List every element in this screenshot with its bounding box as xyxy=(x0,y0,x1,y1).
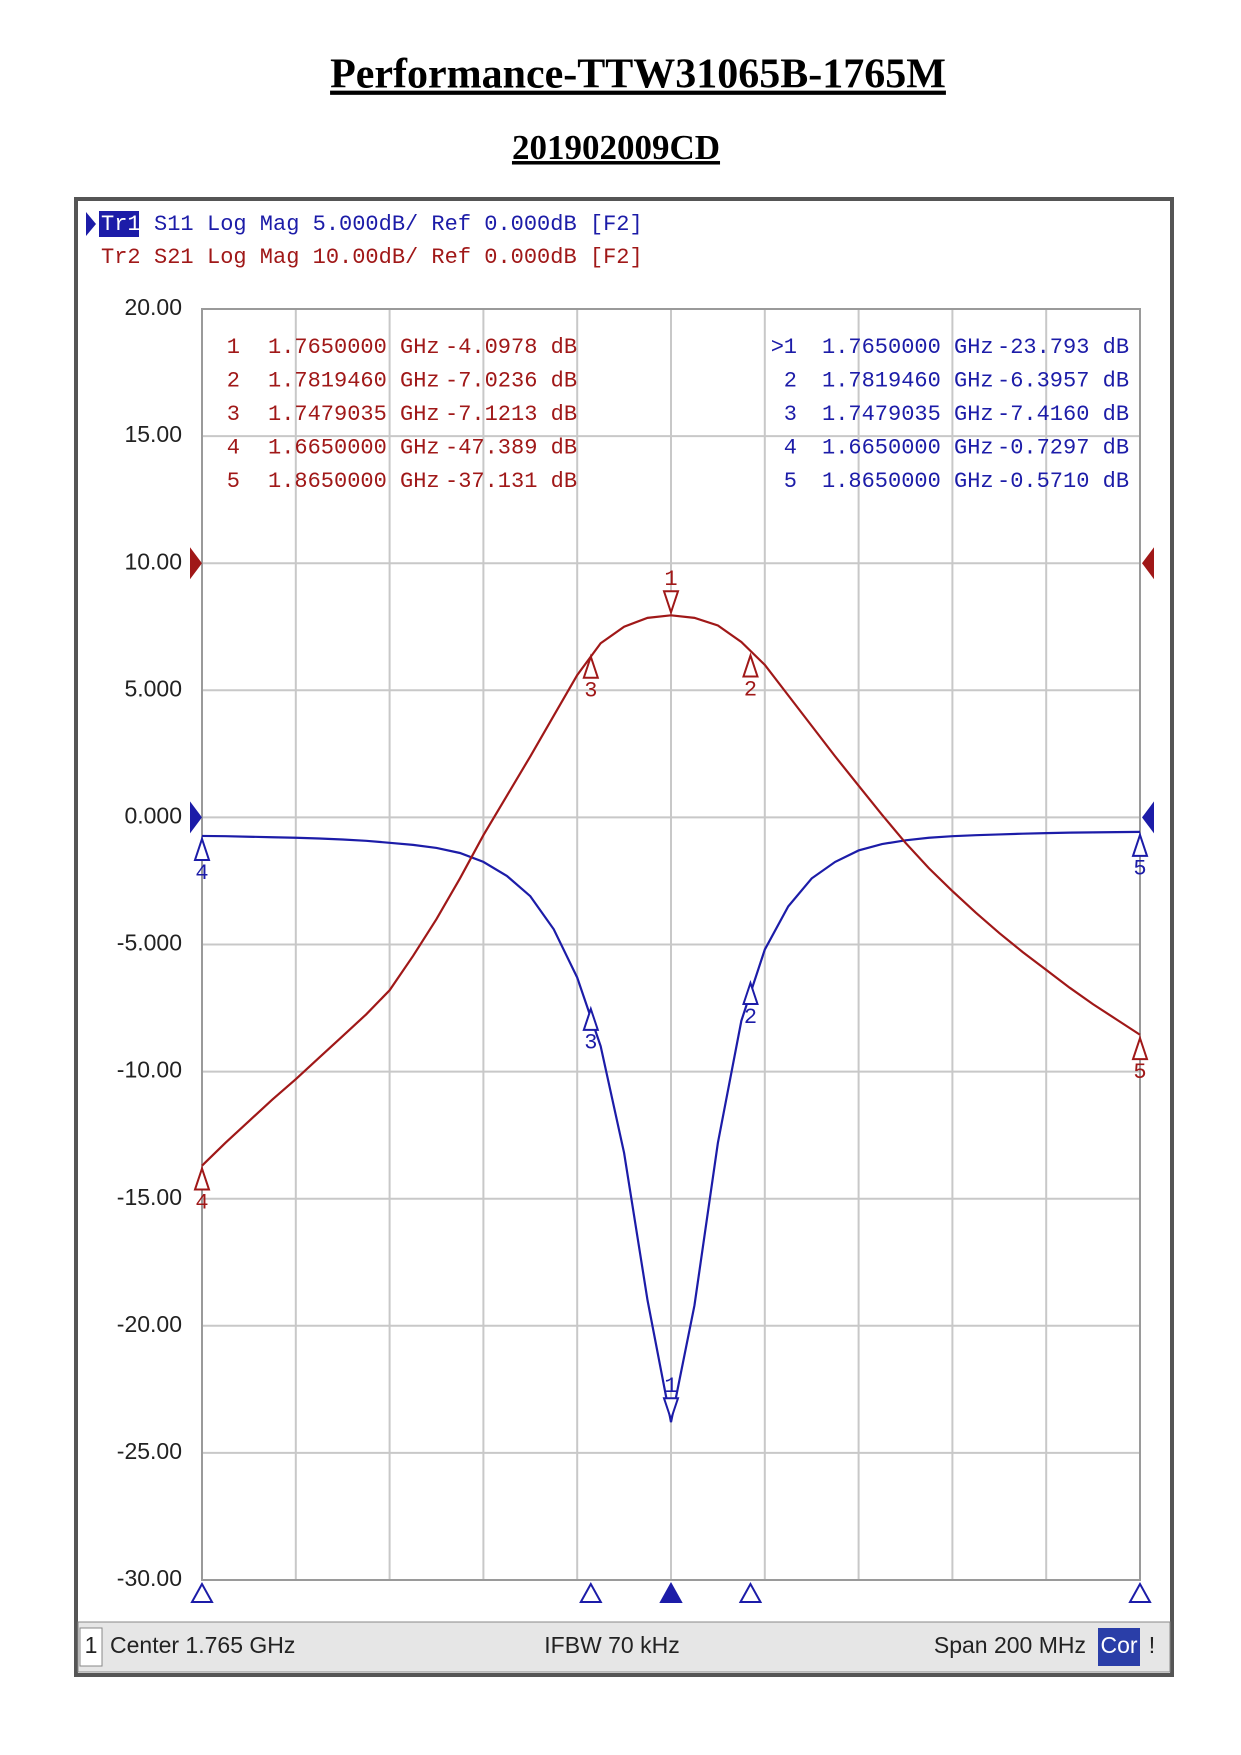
stimulus-marker xyxy=(579,1581,603,1603)
channel-box xyxy=(79,1627,103,1667)
marker-label: 1 xyxy=(664,567,677,592)
center-frequency: Center 1.765 GHz xyxy=(110,1632,295,1658)
analyzer-frame xyxy=(74,197,1174,1677)
marker-label: 5 xyxy=(1133,1060,1146,1085)
marker-table-id: 4 xyxy=(227,435,240,460)
marker-table-frequency: 1.6650000 GHz xyxy=(822,435,994,460)
marker-triangle xyxy=(193,1165,211,1191)
marker-table-value: -6.3957 dB xyxy=(997,368,1129,393)
marker-triangle xyxy=(582,653,600,679)
marker-table-frequency: 1.7479035 GHz xyxy=(268,402,440,427)
marker-triangle xyxy=(1131,831,1149,857)
active-trace-arrow xyxy=(86,212,96,236)
correction-box xyxy=(1098,1628,1140,1666)
channel-number: 1 xyxy=(85,1632,98,1658)
y-tick-label: 0.000 xyxy=(124,802,182,828)
marker-label: 3 xyxy=(584,679,597,704)
marker-triangle xyxy=(1131,1034,1149,1061)
y-tick-label: 15.00 xyxy=(124,421,182,447)
marker-triangle xyxy=(193,835,211,861)
page-title: Performance-TTW31065B-1765M xyxy=(330,52,946,98)
ref-arrow-right xyxy=(1142,801,1154,834)
marker-label: 3 xyxy=(584,1031,597,1056)
marker-label: 4 xyxy=(195,1190,208,1215)
marker-table-id: 3 xyxy=(227,402,240,427)
page-subtitle: 201902009CD xyxy=(512,128,720,167)
ref-arrow-left xyxy=(190,547,202,580)
stimulus-marker xyxy=(738,1581,763,1603)
correction-label: Cor xyxy=(1100,1632,1137,1658)
marker-table-frequency: 1.8650000 GHz xyxy=(268,469,440,494)
y-tick-label: 10.00 xyxy=(124,548,182,574)
marker-table-value: -23.793 dB xyxy=(997,335,1129,360)
y-tick-label: -25.00 xyxy=(117,1438,182,1464)
active-trace-box xyxy=(99,211,139,237)
marker-table-frequency: 1.7479035 GHz xyxy=(822,402,994,427)
trace-parameter: S11 xyxy=(154,212,194,237)
marker-table-value: -7.4160 dB xyxy=(997,402,1129,427)
y-tick-label: -10.00 xyxy=(117,1057,182,1083)
marker-table-frequency: 1.7819460 GHz xyxy=(268,368,440,393)
marker-table-frequency: 1.7650000 GHz xyxy=(822,335,994,360)
marker-label: 5 xyxy=(1133,857,1146,882)
marker-table-frequency: 1.6650000 GHz xyxy=(268,435,440,460)
marker-triangle xyxy=(582,1005,600,1031)
marker-table-value: -4.0978 dB xyxy=(445,335,577,360)
marker-table-frequency: 1.8650000 GHz xyxy=(822,469,994,494)
marker-table-id: 1 xyxy=(227,335,240,360)
ref-arrow-left xyxy=(190,801,202,834)
stimulus-marker xyxy=(1128,1581,1152,1603)
marker-table-id: 3 xyxy=(784,402,797,427)
marker-table-frequency: 1.7650000 GHz xyxy=(268,335,440,360)
status-flag: ! xyxy=(1149,1632,1155,1658)
y-tick-label: -20.00 xyxy=(117,1311,182,1337)
marker-table-value: -7.0236 dB xyxy=(445,368,577,393)
marker-triangle xyxy=(662,590,680,616)
marker-table-id: 2 xyxy=(784,368,797,393)
y-tick-label: -30.00 xyxy=(117,1565,182,1591)
trace-format: Log Mag 10.00dB/ Ref 0.000dB [F2] xyxy=(207,245,643,270)
marker-table-id: 1 xyxy=(784,335,797,360)
marker-table-id: 5 xyxy=(227,469,240,494)
y-tick-label: 20.00 xyxy=(124,294,182,320)
marker-table-id: 5 xyxy=(784,469,797,494)
marker-table-value: -0.5710 dB xyxy=(997,469,1129,494)
marker-label: 2 xyxy=(744,1005,757,1030)
chart: 20.00 15.00 10.00 5.000 0.000 -5.000 -10.00 -15… xyxy=(79,211,1155,1667)
if-bandwidth: IFBW 70 kHz xyxy=(544,1632,679,1658)
marker-label: 2 xyxy=(744,677,757,702)
trace-parameter: S21 xyxy=(154,245,194,270)
plot-border xyxy=(201,308,1141,1581)
y-tick-label: -5.000 xyxy=(117,930,182,956)
marker-table-id: 4 xyxy=(784,435,797,460)
status-bar xyxy=(77,1621,1171,1673)
marker-label: 4 xyxy=(195,861,208,886)
stimulus-marker xyxy=(190,1581,214,1603)
marker-triangle xyxy=(662,1397,680,1423)
marker-table-value: -7.1213 dB xyxy=(445,402,577,427)
y-tick-label: -15.00 xyxy=(117,1184,182,1210)
trace-label: Tr2 xyxy=(101,245,141,270)
stimulus-marker xyxy=(659,1581,683,1603)
active-marker-prefix: > xyxy=(771,335,784,360)
trace-format: Log Mag 5.000dB/ Ref 0.000dB [F2] xyxy=(207,212,643,237)
marker-table-frequency: 1.7819460 GHz xyxy=(822,368,994,393)
marker-label: 1 xyxy=(664,1374,677,1399)
marker-table-id: 2 xyxy=(227,368,240,393)
marker-table-value: -0.7297 dB xyxy=(997,435,1129,460)
y-tick-label: 5.000 xyxy=(124,675,182,701)
marker-table-value: -37.131 dB xyxy=(445,469,577,494)
marker-triangle xyxy=(742,652,759,678)
marker-table-value: -47.389 dB xyxy=(445,435,577,460)
ref-arrow-right xyxy=(1142,547,1154,580)
trace-label: Tr1 xyxy=(101,212,141,237)
marker-triangle xyxy=(742,979,759,1005)
frequency-span: Span 200 MHz xyxy=(934,1632,1086,1658)
